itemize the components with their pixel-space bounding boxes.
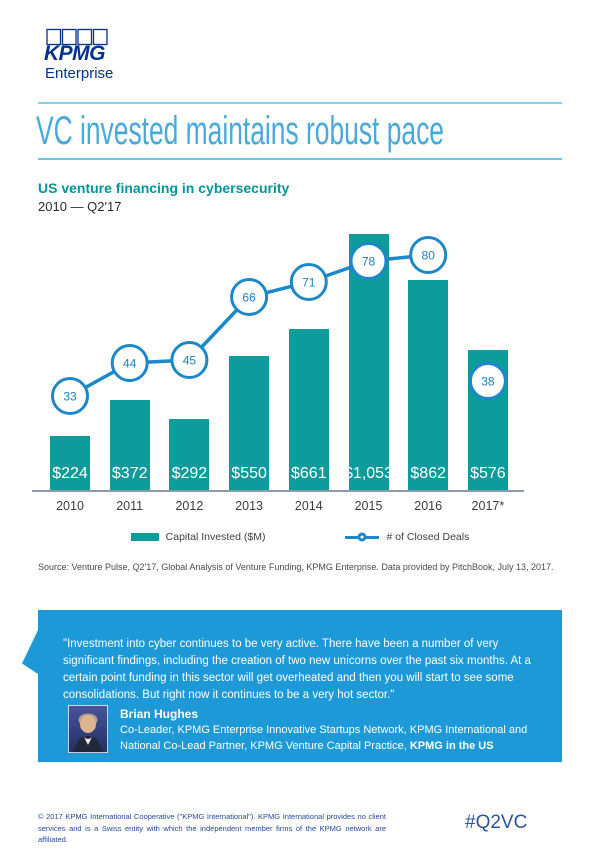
deal-marker-icon bbox=[409, 236, 448, 274]
legend-capital-label: Capital Invested ($M) bbox=[165, 531, 266, 543]
bar-value-label: $1,053 bbox=[344, 465, 393, 482]
deal-marker-icon bbox=[230, 278, 269, 316]
legend-deals-label: # of Closed Deals bbox=[386, 531, 470, 543]
capital-bar: $224 bbox=[50, 436, 90, 490]
footer-legal: © 2017 KPMG International Cooperative ("… bbox=[38, 812, 386, 845]
kpmg-enterprise-logo: KPMG Enterprise bbox=[44, 28, 113, 82]
author-role-line2: National Co-Lead Partner, KPMG Venture C… bbox=[120, 739, 410, 752]
bar-value-label: $292 bbox=[171, 465, 208, 482]
header-rule-bottom bbox=[38, 158, 562, 160]
author-role-line1: Co-Leader, KPMG Enterprise Innovative St… bbox=[120, 724, 528, 736]
author-name: Brian Hughes bbox=[120, 707, 199, 721]
deal-count-label: 38 bbox=[481, 375, 495, 389]
deal-marker-icon bbox=[110, 344, 149, 382]
deal-marker-icon bbox=[170, 341, 209, 379]
bar-value-label: $661 bbox=[291, 465, 327, 482]
x-axis-label: 2013 bbox=[235, 499, 263, 513]
deal-marker-icon bbox=[468, 362, 507, 400]
deal-count-label: 80 bbox=[422, 249, 436, 263]
bar-swatch-icon bbox=[130, 533, 159, 541]
deal-count-label: 78 bbox=[362, 255, 376, 269]
deal-count-label: 33 bbox=[63, 390, 77, 404]
chart-title: US venture financing in cybersecurity bbox=[38, 180, 290, 196]
x-axis-label: 2011 bbox=[116, 499, 144, 513]
chart-legend: Capital Invested ($M) # of Closed Deals bbox=[38, 531, 562, 543]
author-role: Co-Leader, KPMG Enterprise Innovative St… bbox=[120, 723, 560, 754]
kpmg-wordmark: KPMG bbox=[44, 42, 105, 65]
bar-value-label: $372 bbox=[111, 465, 148, 482]
deals-line-layer: 33 44 45 66 71 78 80 38 bbox=[51, 236, 507, 415]
quote-box: "Investment into cyber continues to be v… bbox=[22, 610, 562, 762]
x-axis-label: 2015 bbox=[354, 499, 383, 513]
deal-count-label: 44 bbox=[123, 357, 137, 371]
legend-closed-deals: # of Closed Deals bbox=[345, 531, 469, 543]
capital-bar: $550 bbox=[229, 356, 270, 490]
capital-bar: $292 bbox=[169, 419, 210, 490]
x-axis-labels: 2010 2011 2012 2013 2014 2015 2016 2017* bbox=[32, 499, 524, 515]
author-role-line2-bold: KPMG in the US bbox=[409, 739, 494, 752]
quote-tail-icon bbox=[22, 630, 38, 674]
deal-marker-icon bbox=[289, 263, 328, 301]
x-axis-label: 2017* bbox=[471, 499, 505, 513]
capital-bar: $862 bbox=[408, 280, 449, 490]
chart-plot: $224 $372 $292 $550 $661 $1,053 $862 $576 33 44 45… bbox=[32, 230, 524, 492]
bar-value-label: $550 bbox=[231, 465, 267, 482]
deal-marker-icon bbox=[51, 377, 89, 415]
deal-marker-icon bbox=[349, 242, 388, 280]
enterprise-wordmark: Enterprise bbox=[45, 65, 113, 82]
author-photo bbox=[68, 705, 108, 753]
x-axis-label: 2012 bbox=[175, 499, 204, 513]
x-axis-label: 2016 bbox=[414, 499, 443, 513]
circle-marker-icon bbox=[357, 532, 367, 542]
source-note: Source: Venture Pulse, Q2'17, Global Ana… bbox=[38, 562, 554, 572]
footer-hashtag: #Q2VC bbox=[465, 812, 528, 833]
author-info: Brian Hughes Co-Leader, KPMG Enterprise … bbox=[120, 705, 560, 754]
bar-value-label: $224 bbox=[52, 465, 88, 482]
x-axis-label: 2014 bbox=[294, 499, 323, 513]
bar-value-label: $576 bbox=[470, 465, 506, 482]
deal-count-label: 45 bbox=[183, 354, 197, 368]
deal-count-label: 66 bbox=[242, 291, 256, 305]
line-marker-swatch-icon bbox=[345, 532, 380, 542]
capital-bar: $372 bbox=[109, 400, 150, 490]
x-axis-label: 2010 bbox=[56, 499, 84, 513]
capital-bar: $661 bbox=[288, 329, 329, 490]
kpmg-squares-icon bbox=[46, 28, 108, 46]
quote-attribution: Brian Hughes Co-Leader, KPMG Enterprise … bbox=[68, 705, 560, 754]
deal-count-label: 71 bbox=[302, 276, 316, 290]
header-rule-top bbox=[38, 102, 562, 104]
bar-value-label: $862 bbox=[410, 465, 446, 482]
legend-capital-invested: Capital Invested ($M) bbox=[130, 531, 266, 543]
chart-period: 2010 — Q2'17 bbox=[38, 199, 122, 214]
page-title: VC invested maintains robust pace bbox=[36, 109, 444, 153]
quote-text: "Investment into cyber continues to be v… bbox=[63, 638, 531, 702]
